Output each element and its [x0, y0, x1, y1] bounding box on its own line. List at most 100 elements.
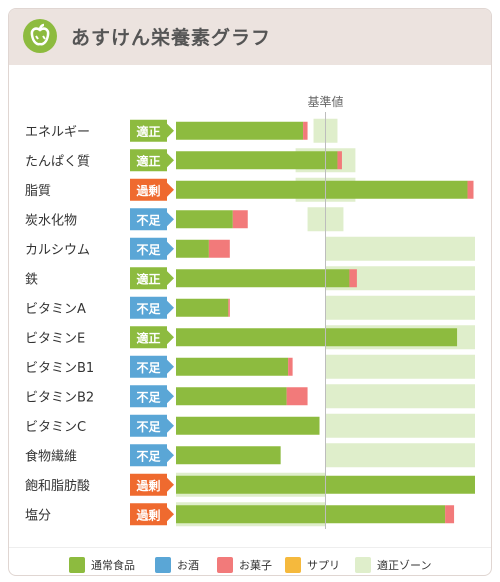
snack-bar [228, 298, 230, 317]
normal-food-bar [176, 446, 281, 465]
normal-food-bar [176, 210, 233, 229]
nutrient-label: カルシウム [25, 243, 90, 258]
normal-food-bar [176, 180, 468, 199]
badge-arrow [167, 182, 174, 197]
legend-normal-food: 通常食品 [69, 557, 135, 573]
snack-bar [286, 387, 308, 406]
normal-food-bar [176, 387, 287, 406]
legend-swatch [355, 557, 371, 573]
chart-legend: 通常食品 お酒 お菓子 サプリ 適正ゾーン [9, 547, 491, 575]
legend-label: お酒 [177, 559, 199, 572]
legend-alcohol: お酒 [155, 557, 199, 573]
nutrient-label: 鉄 [25, 272, 38, 287]
snack-bar [349, 269, 357, 288]
optimal-zone [325, 295, 475, 320]
status-badge-label: 不足 [136, 390, 160, 404]
normal-food-bar [176, 121, 304, 140]
legend-swatch [155, 557, 171, 573]
snack-bar [467, 180, 474, 199]
status-badge [130, 149, 167, 172]
status-badge [130, 178, 167, 201]
nutrient-label: ビタミンC [25, 420, 86, 435]
normal-food-bar [176, 505, 446, 524]
nutrient-label: 炭水化物 [25, 213, 77, 228]
status-badge-label: 不足 [136, 420, 160, 434]
status-badge [130, 267, 167, 290]
status-badge [130, 119, 167, 142]
nutrient-label: ビタミンA [25, 302, 86, 317]
status-badge-label: 適正 [136, 330, 160, 345]
optimal-zone [325, 354, 475, 379]
snack-bar [337, 151, 342, 170]
status-badge-label: 過剰 [135, 183, 160, 198]
status-badge [130, 237, 167, 260]
normal-food-bar [176, 269, 350, 288]
status-badge [130, 208, 167, 231]
nutrient-label: エネルギー [25, 125, 90, 140]
status-badge-label: 過剰 [135, 507, 160, 522]
normal-food-bar [176, 416, 320, 435]
badge-arrow [167, 300, 174, 315]
status-badge [130, 503, 167, 526]
badge-arrow [167, 507, 174, 522]
badge-arrow [167, 477, 174, 492]
badge-arrow [167, 123, 174, 138]
nutrition-graph-card: あすけん栄養素グラフ 基準値 エネルギー 適正 たんぱく質 適正 脂質 過剰 炭水化物 不足 カル… [8, 8, 492, 576]
status-badge-label: 不足 [136, 449, 160, 463]
apple-icon [23, 19, 57, 53]
badge-arrow [167, 389, 174, 404]
badge-arrow [167, 212, 174, 227]
legend-zone: 適正ゾーン [355, 557, 431, 573]
status-badge [130, 473, 167, 496]
legend-swatch [217, 557, 233, 573]
page-title: あすけん栄養素グラフ [71, 27, 272, 49]
nutrient-label: 飽和脂肪酸 [25, 478, 90, 494]
nutrient-label: ビタミンB2 [25, 390, 94, 405]
optimal-zone [325, 384, 475, 409]
status-badge-label: 適正 [136, 271, 160, 286]
optimal-zone [325, 443, 475, 468]
status-badge-label: 不足 [136, 302, 160, 316]
baseline-label: 基準値 [307, 94, 343, 109]
nutrient-label: 食物繊維 [25, 448, 77, 464]
normal-food-bar [176, 298, 229, 317]
normal-food-bar [176, 151, 338, 170]
status-badge-label: 適正 [136, 153, 160, 168]
status-badge [130, 296, 167, 319]
legend-supplement: サプリ [285, 557, 340, 573]
legend-swatch [69, 557, 85, 573]
legend-label: 通常食品 [91, 559, 135, 572]
status-badge [130, 355, 167, 378]
badge-arrow [167, 330, 174, 345]
snack-bar [445, 505, 455, 524]
normal-food-bar [176, 239, 209, 258]
status-badge [130, 414, 167, 437]
legend-label: サプリ [307, 559, 340, 572]
legend-swatch [285, 557, 301, 573]
card-header: あすけん栄養素グラフ [9, 9, 491, 65]
badge-arrow [167, 418, 174, 433]
nutrient-label: たんぱく質 [25, 154, 90, 169]
badge-arrow [167, 359, 174, 374]
snack-bar [303, 121, 308, 140]
badge-arrow [167, 153, 174, 168]
status-badge [130, 326, 167, 349]
legend-label: お菓子 [239, 559, 272, 572]
status-badge-label: 不足 [136, 243, 160, 257]
snack-bar [232, 210, 248, 229]
badge-arrow [167, 448, 174, 463]
normal-food-bar [176, 328, 458, 347]
status-badge-label: 適正 [136, 124, 160, 139]
status-badge-label: 過剰 [135, 478, 160, 493]
optimal-zone [325, 236, 475, 261]
status-badge-label: 不足 [136, 361, 160, 375]
nutrient-label: ビタミンE [25, 331, 85, 346]
snack-bar [208, 239, 230, 258]
badge-arrow [167, 271, 174, 286]
optimal-zone [325, 413, 475, 438]
status-badge [130, 444, 167, 467]
normal-food-bar [176, 357, 289, 376]
legend-label: 適正ゾーン [377, 559, 432, 572]
nutrient-label: 塩分 [25, 508, 51, 523]
